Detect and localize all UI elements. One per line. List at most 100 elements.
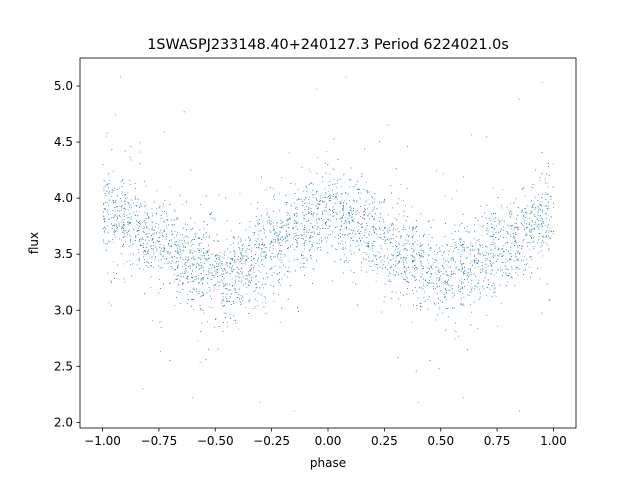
data-point [325, 172, 327, 174]
data-point [286, 204, 287, 205]
data-point [245, 250, 246, 251]
data-point [221, 256, 223, 258]
data-point [316, 191, 318, 193]
data-point [476, 286, 478, 288]
data-point [383, 256, 385, 258]
data-point [375, 229, 376, 231]
data-point [179, 253, 181, 255]
data-point [201, 266, 202, 268]
data-point [459, 291, 461, 292]
data-point [445, 292, 447, 294]
data-point [142, 230, 144, 232]
data-point [288, 212, 289, 214]
data-point [429, 276, 431, 278]
data-point [514, 222, 516, 224]
data-point [517, 245, 519, 247]
data-point [514, 241, 516, 242]
data-point [537, 211, 539, 213]
data-point [502, 272, 504, 274]
data-point [296, 258, 298, 260]
data-point [538, 227, 539, 229]
data-point [547, 244, 549, 246]
data-point [436, 273, 438, 275]
data-point [271, 266, 273, 268]
data-point [542, 234, 544, 236]
data-point [446, 244, 447, 245]
data-point [187, 236, 189, 238]
data-point [156, 248, 158, 250]
data-point [474, 217, 476, 219]
data-point [460, 256, 462, 258]
data-point [383, 201, 385, 203]
data-point [349, 207, 351, 208]
data-point [487, 252, 489, 254]
data-point [231, 265, 233, 267]
data-point [442, 258, 444, 260]
data-point [226, 238, 228, 240]
data-point [443, 173, 444, 175]
data-point [306, 191, 308, 192]
data-point [526, 212, 528, 214]
data-point [200, 309, 202, 311]
data-point [491, 269, 493, 271]
data-point [163, 204, 164, 206]
data-point [135, 239, 136, 241]
data-point [187, 260, 189, 262]
data-point [358, 192, 359, 193]
data-point [339, 211, 341, 213]
data-point [292, 237, 294, 239]
data-point [156, 250, 158, 252]
data-point [325, 210, 327, 212]
data-point [177, 283, 179, 285]
data-point [122, 232, 124, 233]
data-point [237, 276, 239, 278]
data-point [159, 204, 161, 206]
data-point [412, 260, 414, 262]
data-point [328, 219, 330, 221]
data-point [276, 235, 278, 237]
data-point [235, 261, 237, 263]
data-point [199, 243, 200, 244]
data-point [349, 215, 351, 217]
data-point [153, 251, 155, 253]
data-point [140, 223, 141, 225]
data-point [491, 223, 493, 225]
data-point [294, 236, 296, 238]
data-point [199, 267, 201, 269]
data-point [514, 236, 516, 238]
data-point [420, 255, 422, 256]
data-point [192, 287, 194, 289]
data-point [214, 219, 216, 221]
data-point [273, 292, 275, 294]
data-point [200, 204, 201, 205]
data-point [177, 261, 179, 263]
data-point [271, 242, 273, 243]
data-point [103, 189, 105, 191]
data-point [225, 295, 227, 297]
data-point [312, 245, 314, 247]
data-point [161, 267, 163, 269]
data-point [474, 276, 476, 277]
data-point [439, 279, 440, 281]
data-point [318, 218, 320, 220]
data-point [470, 250, 471, 252]
data-point [439, 300, 441, 301]
data-point [230, 263, 231, 265]
data-point [419, 303, 421, 304]
data-point [367, 225, 368, 227]
data-point [258, 247, 259, 248]
data-point [106, 135, 107, 137]
data-point [169, 253, 170, 255]
data-point [304, 226, 306, 228]
data-point [305, 206, 307, 207]
data-point [507, 251, 509, 252]
data-point [452, 296, 454, 298]
data-point [342, 272, 344, 274]
data-point [424, 280, 426, 282]
data-point [171, 260, 173, 262]
data-point [498, 249, 500, 251]
data-point [200, 273, 202, 274]
data-point [186, 278, 188, 279]
data-point [500, 235, 501, 237]
data-point [505, 237, 507, 238]
